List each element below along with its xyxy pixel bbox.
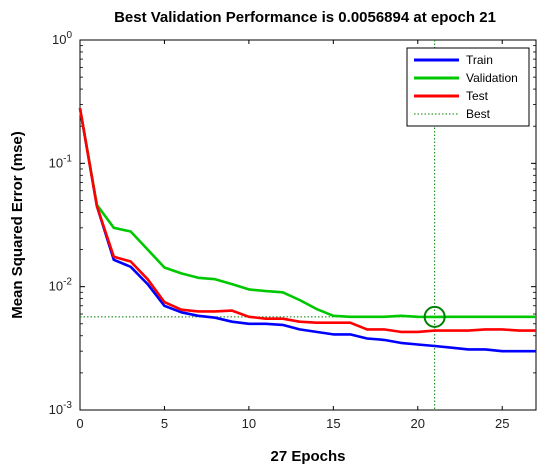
legend-train-label: Train	[466, 53, 493, 67]
best-marker	[423, 305, 446, 328]
x-tick-label: 0	[76, 416, 83, 431]
series-line-validation	[78, 107, 536, 319]
y-tick-label: 10-2	[49, 277, 73, 294]
legend-test-label: Test	[466, 89, 489, 103]
chart-title: Best Validation Performance is 0.0056894…	[114, 9, 496, 26]
y-tick-label: 100	[52, 30, 72, 47]
legend: Train Validation Test Best	[406, 47, 530, 127]
series-line-test	[78, 107, 536, 334]
legend-best-label: Best	[466, 107, 491, 121]
x-tick-label: 25	[495, 416, 509, 431]
x-tick-label: 10	[242, 416, 256, 431]
series-lines	[78, 107, 536, 353]
best-point-circle	[423, 305, 446, 328]
y-tick-label: 10-1	[49, 153, 73, 170]
x-tick-label: 20	[411, 416, 425, 431]
y-tick-label: 10-3	[49, 400, 73, 417]
series-line-train	[78, 107, 536, 353]
x-tick-label: 15	[326, 416, 340, 431]
axis-ticks: 0 5 10 15 20 25 100 10-1 10-2 10-3	[49, 30, 536, 431]
x-tick-label: 5	[161, 416, 168, 431]
best-reference-lines	[80, 40, 536, 410]
y-axis-label: Mean Squared Error (mse)	[9, 131, 26, 319]
x-axis-label: 27 Epochs	[270, 448, 345, 465]
legend-validation-label: Validation	[466, 71, 518, 85]
